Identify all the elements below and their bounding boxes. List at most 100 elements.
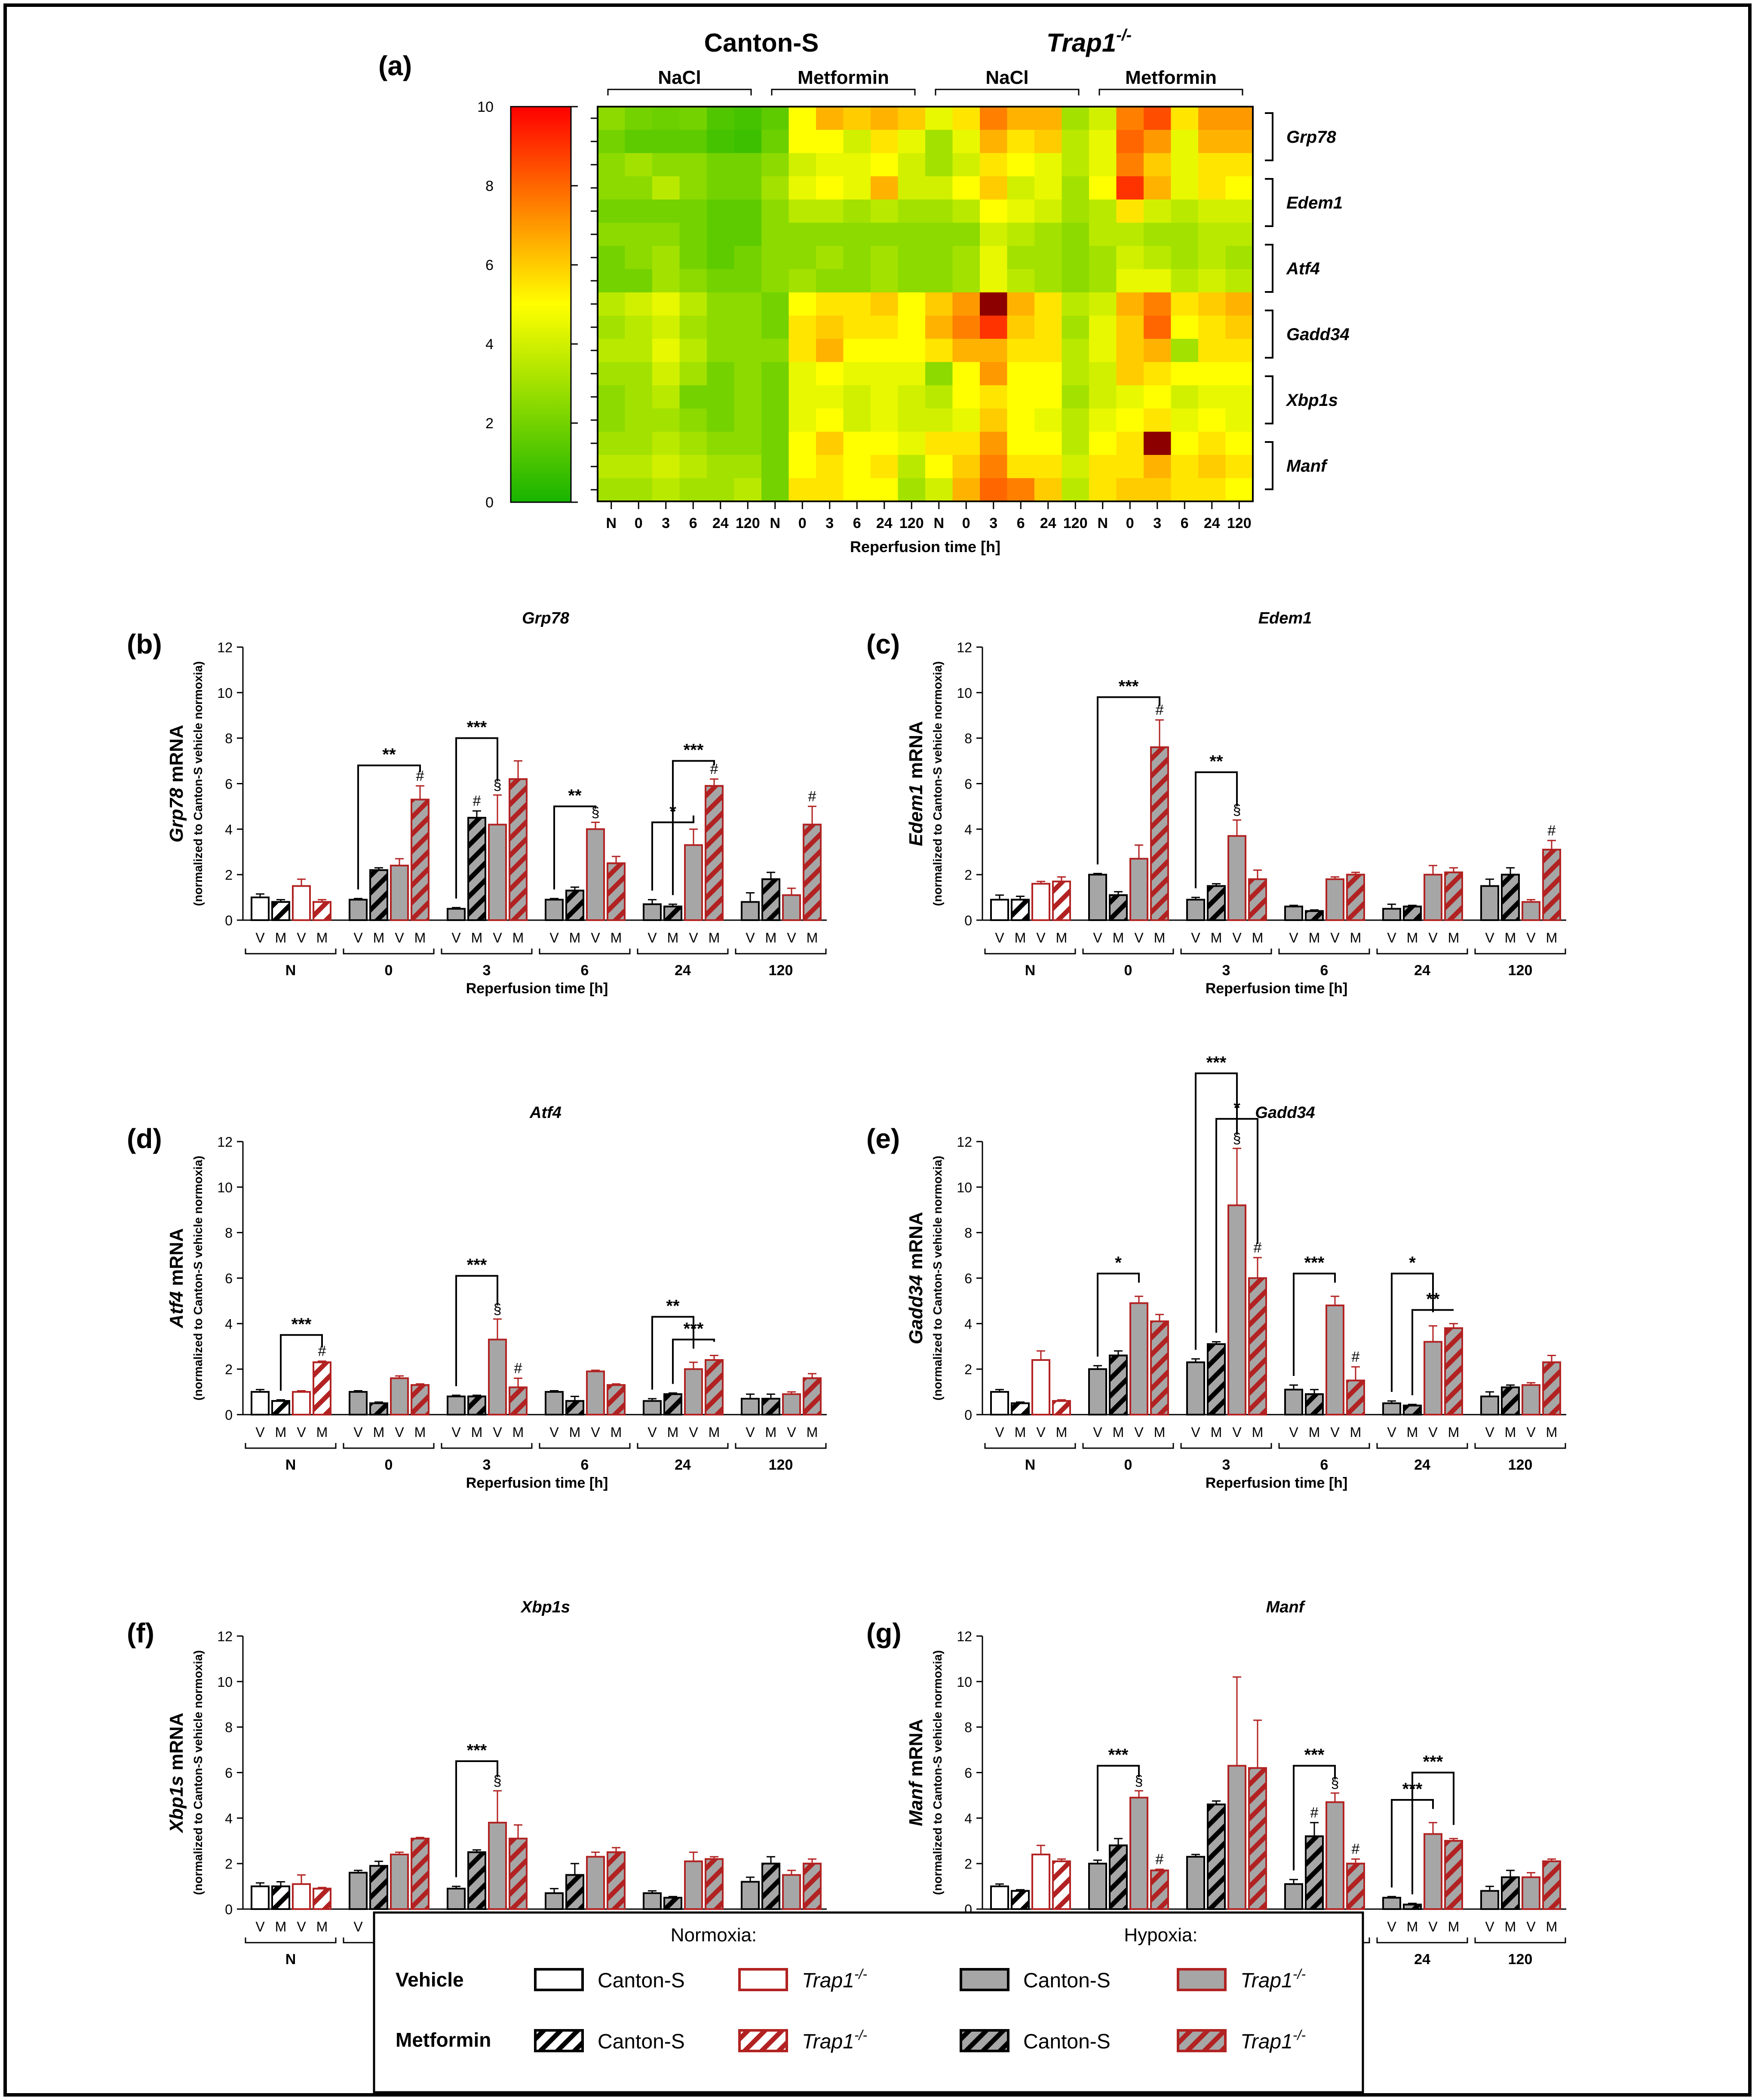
heatmap-cell	[679, 455, 707, 479]
heatmap-cell	[652, 223, 680, 246]
panel-label: (d)	[127, 1123, 162, 1154]
heatmap-cell	[1062, 292, 1089, 316]
y-tick-label: 10	[957, 1674, 972, 1690]
heatmap-cell	[1171, 269, 1199, 293]
heatmap-cell	[871, 200, 899, 223]
heatmap-cell	[980, 107, 1008, 130]
significance-mark: §	[494, 777, 502, 793]
series-label: V	[451, 1425, 461, 1440]
significance-bracket	[1293, 1765, 1336, 1871]
timepoint-label: N	[285, 1951, 296, 1968]
series-label: M	[1309, 930, 1320, 946]
y-tick-label: 0	[225, 1902, 233, 1917]
heatmap-cell	[871, 432, 899, 455]
significance-bracket	[455, 1760, 498, 1877]
series-label: M	[1211, 1425, 1222, 1440]
heatmap-cell	[1198, 362, 1226, 386]
heatmap-cell	[1225, 385, 1253, 409]
significance-mark: #	[1156, 702, 1164, 718]
heatmap-cell	[789, 455, 816, 479]
heatmap-cell	[1007, 478, 1035, 502]
heatmap-cell	[625, 223, 653, 246]
heatmap-cell	[1089, 153, 1117, 177]
series-label: V	[1134, 930, 1144, 946]
series-label: V	[995, 1425, 1004, 1440]
heatmap-cell	[871, 176, 899, 200]
series-label: V	[591, 1425, 600, 1440]
heatmap-cell	[761, 339, 789, 362]
series-label: M	[1056, 1425, 1068, 1440]
series-label: V	[297, 1919, 306, 1934]
heatmap-cell	[1062, 153, 1089, 177]
heatmap-col-label: 0	[798, 515, 807, 531]
series-label: V	[1485, 930, 1494, 946]
heatmap-cell	[789, 223, 816, 246]
heatmap-cell	[734, 316, 762, 339]
heatmap-cell	[1062, 339, 1089, 362]
bar-hatch	[761, 1863, 780, 1910]
heatmap-cell	[871, 130, 899, 154]
heatmap-cell	[843, 362, 871, 386]
bar-hatch	[1011, 899, 1030, 921]
heatmap-cell	[843, 292, 871, 316]
heatmap-cell	[761, 200, 789, 223]
heatmap-cell	[1062, 362, 1089, 386]
bar	[684, 1368, 703, 1416]
bar	[1284, 1883, 1303, 1910]
heatmap-cell	[925, 130, 953, 154]
series-label: M	[1350, 930, 1362, 946]
bar-hatch	[803, 1863, 822, 1910]
strain-label-canton: Canton-S	[704, 28, 819, 57]
unit: mRNA	[166, 1228, 187, 1291]
heatmap-cell	[734, 292, 762, 316]
series-label: M	[765, 930, 777, 946]
timepoint-label: 0	[1124, 1457, 1132, 1473]
heatmap-cell	[925, 107, 953, 130]
heatmap-col-label: 6	[1017, 515, 1025, 531]
y-tick-label: 2	[964, 867, 972, 883]
bar	[1186, 1361, 1205, 1416]
heatmap-cell	[1089, 269, 1117, 293]
heatmap-cell	[1198, 432, 1226, 455]
heatmap-cell	[734, 269, 762, 293]
bar	[1284, 906, 1303, 921]
timepoint-label: 24	[675, 1457, 691, 1473]
series-label: V	[255, 1425, 265, 1440]
y-tick-label: 8	[964, 1720, 972, 1735]
heatmap-cell	[952, 130, 980, 154]
chart-title: Atf4	[529, 1104, 561, 1122]
series-label: V	[1526, 1919, 1536, 1934]
bar	[684, 1860, 703, 1910]
treatment-bracket	[1098, 89, 1243, 95]
colorbar	[510, 106, 572, 503]
heatmap-cell	[1171, 223, 1199, 246]
heatmap-cell	[1171, 362, 1199, 386]
treatment-bracket	[607, 89, 752, 95]
heatmap-cell	[980, 130, 1008, 154]
colorbar-tick-label: 0	[485, 494, 494, 511]
series-label: M	[275, 1919, 287, 1934]
gene-bracket	[1265, 375, 1273, 424]
significance-bracket	[1411, 1771, 1454, 1894]
heatmap-col-label: 6	[1181, 515, 1189, 531]
significance-bracket	[1195, 1072, 1238, 1350]
heatmap-cell	[816, 292, 844, 316]
group-underline	[441, 949, 533, 955]
heatmap-cell	[898, 478, 926, 502]
significance-stars: ***	[684, 741, 704, 760]
heatmap-cell	[1034, 130, 1062, 154]
series-label: V	[549, 1425, 559, 1440]
gene-name: Atf4	[166, 1291, 187, 1329]
series-label: V	[255, 930, 265, 946]
heatmap-cell	[871, 316, 899, 339]
series-label: M	[1448, 1425, 1460, 1440]
bar	[1382, 908, 1401, 921]
heatmap-cell	[1144, 455, 1172, 479]
legend-label: Canton-S	[598, 2030, 685, 2053]
bar	[488, 1339, 507, 1415]
heatmap-cell	[1198, 385, 1226, 409]
y-tick-label: 4	[964, 1811, 972, 1826]
heatmap-cell	[1144, 339, 1172, 362]
heatmap-cell	[1089, 478, 1117, 502]
bar-hatch	[1248, 1277, 1267, 1415]
